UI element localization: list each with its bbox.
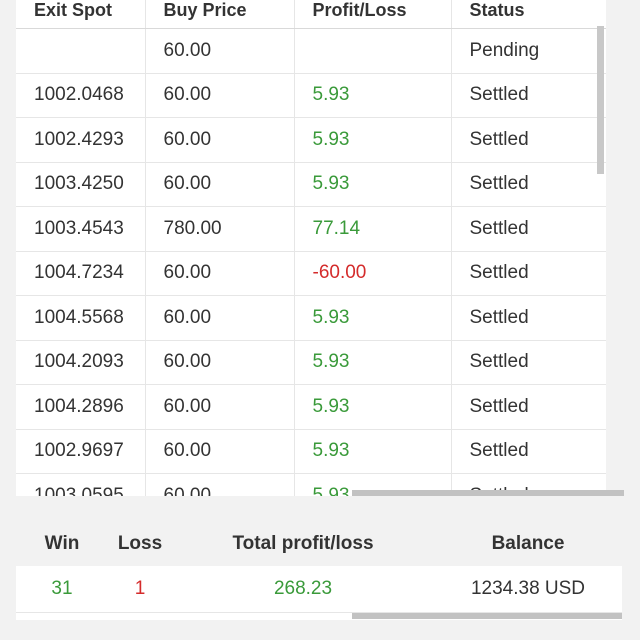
cell-profit-loss: 5.93 <box>294 73 452 118</box>
trades-table: Exit Spot Buy Price Profit/Loss Status 6… <box>16 0 606 496</box>
summary-header-total: Total profit/loss <box>172 522 434 566</box>
table-row[interactable]: 1004.5568 60.00 5.93 Settled <box>16 295 606 341</box>
cell-buy-price: 60.00 <box>145 28 295 74</box>
header-profit-loss[interactable]: Profit/Loss <box>294 0 452 29</box>
table-row[interactable]: 1002.9697 60.00 5.93 Settled <box>16 429 606 474</box>
cell-buy-price: 60.00 <box>145 384 295 430</box>
cell-status: Settled <box>451 429 606 474</box>
cell-exit-spot: 1004.2896 <box>16 384 146 430</box>
cell-exit-spot: 1004.7234 <box>16 251 146 296</box>
trades-header-row: Exit Spot Buy Price Profit/Loss Status <box>16 0 606 29</box>
cell-exit-spot: 1002.9697 <box>16 429 146 474</box>
table-row[interactable]: 1004.2896 60.00 5.93 Settled <box>16 384 606 430</box>
table-row[interactable]: 1004.7234 60.00 -60.00 Settled <box>16 251 606 296</box>
summary-horizontal-scrollbar[interactable] <box>352 613 622 619</box>
cell-status: Settled <box>451 206 606 252</box>
cell-exit-spot: 1004.2093 <box>16 340 146 385</box>
cell-exit-spot: 1004.5568 <box>16 295 146 341</box>
cell-buy-price: 60.00 <box>145 340 295 385</box>
cell-profit-loss: 5.93 <box>294 429 452 474</box>
cell-status: Settled <box>451 384 606 430</box>
table-row[interactable]: 1002.0468 60.00 5.93 Settled <box>16 73 606 118</box>
summary-panel: Win Loss Total profit/loss Balance 31 1 … <box>16 522 622 620</box>
cell-buy-price: 60.00 <box>145 73 295 118</box>
cell-buy-price: 60.00 <box>145 251 295 296</box>
summary-header-loss: Loss <box>108 522 172 566</box>
cell-exit-spot: 1002.4293 <box>16 117 146 163</box>
trades-horizontal-scrollbar[interactable] <box>352 490 624 496</box>
cell-exit-spot <box>16 28 146 74</box>
summary-table: Win Loss Total profit/loss Balance 31 1 … <box>16 522 622 613</box>
header-exit-spot[interactable]: Exit Spot <box>16 0 146 29</box>
trades-table-panel[interactable]: Exit Spot Buy Price Profit/Loss Status 6… <box>16 0 606 496</box>
summary-header-balance: Balance <box>434 522 622 566</box>
header-status[interactable]: Status <box>451 0 606 29</box>
vertical-scrollbar[interactable] <box>597 26 604 174</box>
table-row[interactable]: 60.00 Pending <box>16 28 606 74</box>
cell-profit-loss <box>294 28 452 74</box>
summary-total-profit: 268.23 <box>172 566 434 613</box>
cell-exit-spot: 1003.0595 <box>16 473 146 496</box>
summary-win-count: 31 <box>16 566 108 613</box>
cell-profit-loss: 77.14 <box>294 206 452 252</box>
summary-values-row: 31 1 268.23 1234.38 USD <box>16 566 622 613</box>
cell-status: Settled <box>451 117 606 163</box>
summary-balance: 1234.38 USD <box>434 566 622 613</box>
summary-loss-count: 1 <box>108 566 172 613</box>
cell-profit-loss: 5.93 <box>294 295 452 341</box>
cell-status: Pending <box>451 28 606 74</box>
cell-buy-price: 780.00 <box>145 206 295 252</box>
header-buy-price[interactable]: Buy Price <box>145 0 295 29</box>
table-row[interactable]: 1003.4543 780.00 77.14 Settled <box>16 206 606 252</box>
table-row[interactable]: 1003.4250 60.00 5.93 Settled <box>16 162 606 207</box>
table-row[interactable]: 1004.2093 60.00 5.93 Settled <box>16 340 606 385</box>
cell-status: Settled <box>451 162 606 207</box>
cell-status: Settled <box>451 73 606 118</box>
cell-profit-loss: 5.93 <box>294 117 452 163</box>
table-row[interactable]: 1002.4293 60.00 5.93 Settled <box>16 117 606 163</box>
cell-buy-price: 60.00 <box>145 473 295 496</box>
cell-buy-price: 60.00 <box>145 117 295 163</box>
cell-status: Settled <box>451 295 606 341</box>
cell-profit-loss: 5.93 <box>294 162 452 207</box>
summary-header-win: Win <box>16 522 108 566</box>
cell-status: Settled <box>451 340 606 385</box>
cell-profit-loss: -60.00 <box>294 251 452 296</box>
cell-profit-loss: 5.93 <box>294 340 452 385</box>
cell-buy-price: 60.00 <box>145 162 295 207</box>
cell-exit-spot: 1003.4250 <box>16 162 146 207</box>
trades-body: 60.00 Pending 1002.0468 60.00 5.93 Settled 100… <box>16 28 606 496</box>
cell-buy-price: 60.00 <box>145 429 295 474</box>
cell-exit-spot: 1003.4543 <box>16 206 146 252</box>
cell-exit-spot: 1002.0468 <box>16 73 146 118</box>
cell-buy-price: 60.00 <box>145 295 295 341</box>
summary-header-row: Win Loss Total profit/loss Balance <box>16 522 622 566</box>
cell-profit-loss: 5.93 <box>294 384 452 430</box>
cell-status: Settled <box>451 251 606 296</box>
